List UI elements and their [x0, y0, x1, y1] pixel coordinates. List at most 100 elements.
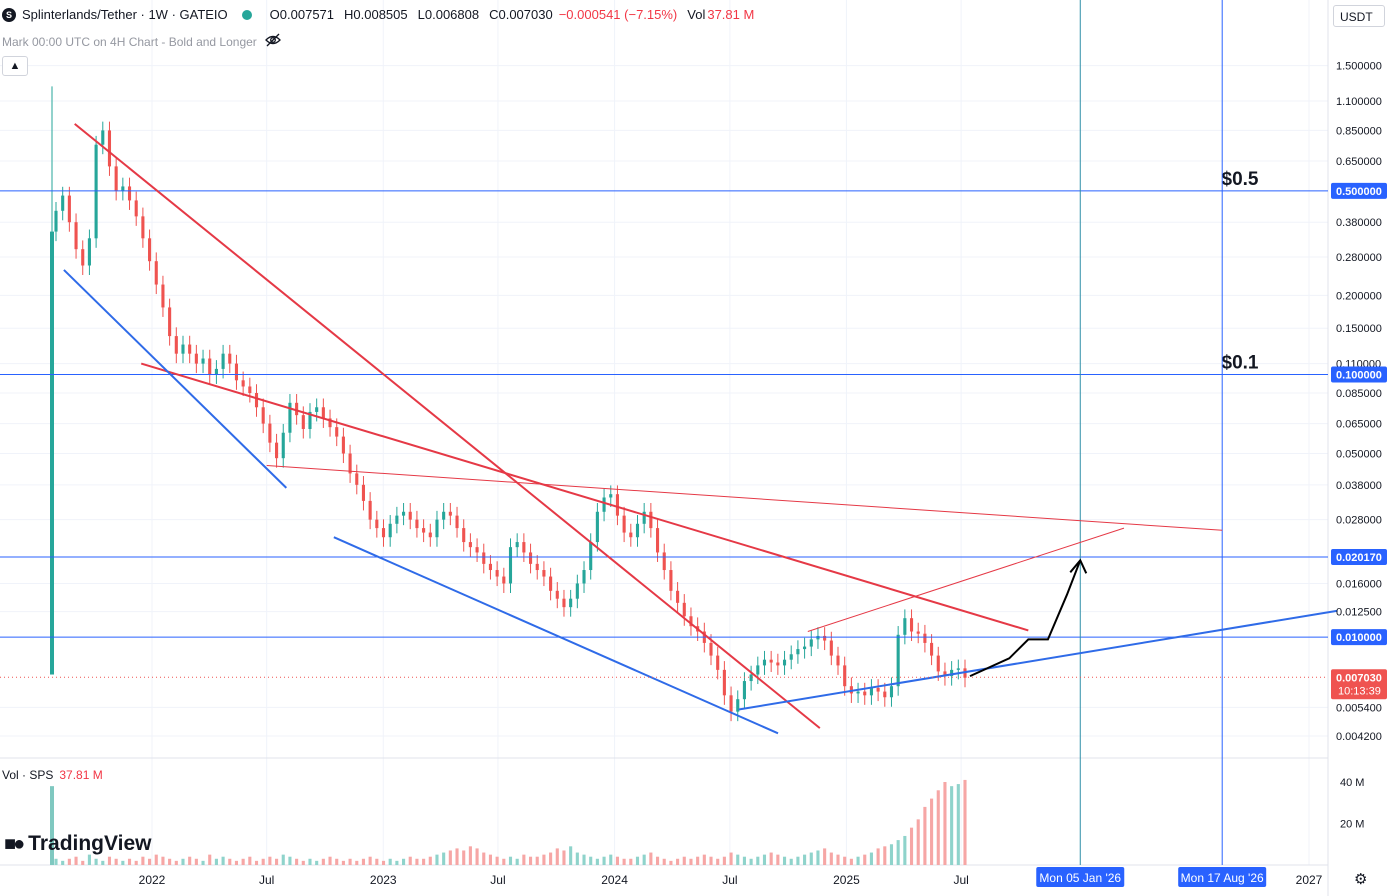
price-tick-label: 0.150000: [1336, 323, 1382, 335]
volume-bar: [963, 779, 967, 865]
candle: [809, 639, 813, 647]
candle: [502, 576, 506, 584]
candle: [903, 618, 907, 635]
tradingview-mark-icon: ■●: [4, 832, 25, 855]
volume-bar: [649, 852, 653, 865]
current-price-tag: [1331, 669, 1387, 700]
level-price-label: 0.100000: [1336, 369, 1382, 381]
time-tick-label: Jul: [953, 873, 968, 887]
candle: [803, 646, 807, 650]
volume-bar: [468, 846, 472, 865]
volume-bar: [522, 854, 526, 865]
volume-bar: [228, 858, 232, 865]
volume-bar: [81, 860, 85, 865]
candle: [335, 427, 339, 437]
price-tick-label: 0.850000: [1336, 125, 1382, 137]
volume-bar: [836, 854, 840, 865]
candle: [950, 669, 954, 677]
volume-bar: [428, 856, 432, 865]
price-tick-label: 1.500000: [1336, 61, 1382, 73]
tradingview-logo[interactable]: ■● TradingView: [4, 832, 152, 856]
volume-bar: [415, 858, 419, 865]
volume-bar: [87, 854, 91, 865]
volume-bar: [234, 860, 239, 865]
volume-bar: [188, 856, 192, 865]
candle: [876, 687, 880, 692]
candle: [288, 402, 292, 433]
trendline: [807, 527, 1125, 632]
candle: [549, 576, 553, 591]
volume-bar: [381, 860, 386, 865]
indicator-title[interactable]: Mark 00:00 UTC on 4H Chart - Bold and Lo…: [2, 34, 257, 49]
vertical-markers: [1079, 0, 1223, 865]
volume-bar: [676, 858, 680, 865]
volume-bar: [94, 858, 98, 865]
candle: [87, 238, 91, 266]
volume-bar: [950, 786, 954, 865]
volume-bar: [61, 860, 65, 865]
trendline: [333, 536, 779, 735]
horizontal-levels: $0.5 $0.1: [0, 169, 1328, 638]
trendline: [74, 123, 821, 729]
volume-bar: [395, 860, 399, 865]
volume-bar: [67, 858, 71, 865]
candle: [716, 655, 720, 670]
volume-bar: [823, 848, 827, 865]
volume-bar: [569, 846, 573, 865]
volume-bar: [308, 858, 312, 865]
volume-bar: [702, 854, 706, 865]
currency-button[interactable]: USDT: [1333, 5, 1385, 27]
candle: [375, 519, 379, 529]
symbol-title[interactable]: Splinterlands/Tether · 1W · GATEIO: [22, 7, 228, 22]
volume-bar: [201, 860, 205, 865]
candle: [776, 662, 780, 666]
collapse-legend-button[interactable]: ▲: [2, 56, 28, 76]
candle: [816, 635, 820, 640]
volume-bar: [936, 790, 940, 865]
candle: [742, 681, 746, 700]
candle: [201, 358, 205, 364]
ohlc-low: L0.006808: [417, 7, 480, 22]
volume-bar: [635, 856, 640, 865]
volume-bar: [301, 860, 305, 865]
ohlc-change: −0.000541 (−7.15%): [558, 7, 678, 22]
price-tick-label: 0.028000: [1336, 515, 1382, 527]
volume-bar: [669, 860, 673, 865]
time-axis: 2022 Jul 2023 Jul 2024 Jul 2025 Jul 2027 Mon 05 J…: [139, 867, 1323, 887]
volume-bar: [488, 854, 493, 865]
price-tick-label: 0.065000: [1336, 419, 1382, 431]
volume-bar: [816, 850, 820, 865]
candle: [221, 353, 225, 369]
candle: [676, 590, 680, 603]
volume-bar: [495, 856, 499, 865]
candle: [609, 494, 613, 498]
volume-bar: [682, 856, 686, 865]
time-marker-label: Mon 05 Jan '26: [1039, 871, 1121, 885]
volume-bar: [809, 852, 813, 865]
candle: [402, 511, 406, 516]
candle: [348, 453, 352, 474]
candle: [442, 511, 446, 520]
candle: [722, 669, 726, 696]
volume-legend-label: Vol · SPS: [2, 768, 54, 782]
volume-bar: [101, 860, 105, 865]
candle: [655, 528, 660, 553]
volume-bar: [869, 852, 873, 865]
volume-bar: [221, 856, 225, 865]
volume-bar: [943, 782, 947, 865]
eye-off-icon[interactable]: [264, 33, 281, 50]
candle: [923, 633, 927, 643]
volume-bar: [114, 858, 118, 865]
projection-path: [969, 559, 1082, 678]
candle: [161, 284, 165, 308]
candle: [508, 547, 513, 584]
volume-bar: [903, 835, 907, 865]
volume-bar: [181, 858, 185, 865]
candle: [121, 186, 125, 191]
time-tick-label: 2024: [601, 873, 628, 887]
chevron-up-icon: ▲: [9, 60, 21, 72]
gear-icon[interactable]: ⚙: [1354, 871, 1368, 888]
candle: [909, 618, 914, 632]
candle: [823, 635, 827, 641]
